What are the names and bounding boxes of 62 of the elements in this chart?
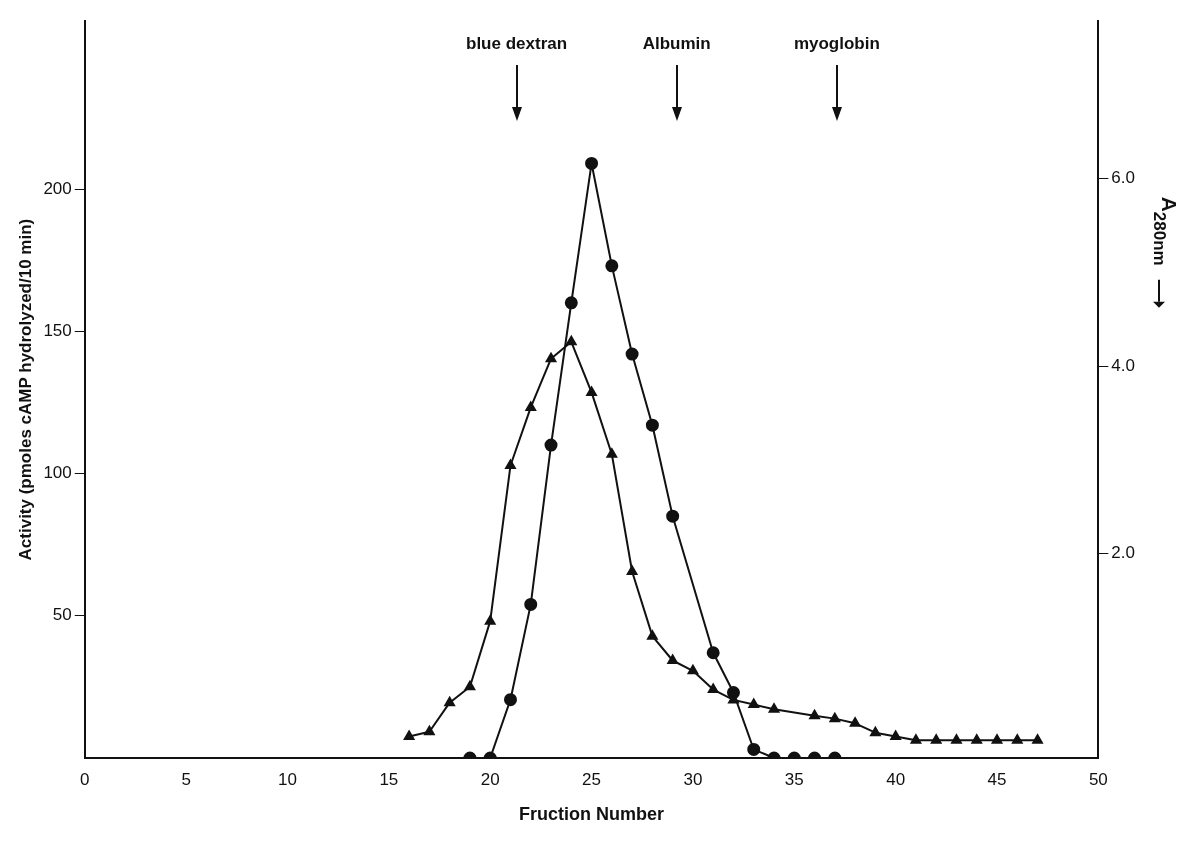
- x-tick-label: 40: [886, 769, 906, 789]
- point: [647, 630, 658, 640]
- point: [464, 680, 476, 691]
- point: [586, 386, 597, 396]
- point: [606, 448, 618, 458]
- x-tick-label: 15: [379, 769, 399, 789]
- ref-line-label: blue dextran: [466, 34, 568, 54]
- point: [707, 683, 719, 694]
- point: [505, 459, 516, 470]
- point: [870, 726, 881, 737]
- point: [667, 654, 678, 665]
- point: [666, 509, 680, 523]
- point: [524, 597, 538, 611]
- point: [585, 156, 599, 170]
- y-tick-label: 200: [43, 178, 72, 198]
- x-tick-label: 20: [480, 769, 500, 789]
- point: [645, 418, 659, 432]
- point: [748, 698, 760, 709]
- point: [951, 734, 962, 744]
- x-tick-label: 35: [784, 769, 804, 789]
- point: [910, 734, 922, 744]
- y-tick-label: 50: [52, 605, 72, 625]
- point: [484, 615, 496, 625]
- point: [544, 438, 558, 452]
- point: [626, 565, 638, 575]
- y2-tick-label: 2.0: [1111, 543, 1136, 563]
- point: [971, 734, 983, 744]
- ref-line-label: Albumin: [642, 34, 711, 54]
- x-axis-title: Fruction Number: [519, 804, 665, 825]
- point: [890, 730, 901, 740]
- point: [768, 703, 780, 713]
- point: [545, 352, 557, 363]
- y2-axis-title: A280nm: [1150, 196, 1181, 266]
- x-tick-label: 30: [683, 769, 703, 789]
- x-tick-label: 50: [1088, 769, 1108, 789]
- y2-tick-label: 6.0: [1111, 168, 1136, 188]
- point: [424, 725, 435, 736]
- x-tick-label: 5: [181, 769, 191, 789]
- x-tick-label: 25: [582, 769, 602, 789]
- point: [564, 296, 578, 310]
- point: [1032, 734, 1043, 744]
- point: [525, 401, 537, 411]
- y2-tick-label: 4.0: [1111, 355, 1136, 375]
- point: [687, 664, 699, 675]
- point: [625, 347, 639, 361]
- point: [930, 734, 942, 744]
- point: [444, 696, 455, 707]
- x-tick-label: 10: [278, 769, 297, 789]
- y-tick-label: 100: [43, 463, 72, 483]
- point: [565, 335, 577, 346]
- x-tick-label: 45: [987, 769, 1007, 789]
- point: [403, 730, 415, 740]
- point: [809, 709, 820, 720]
- ref-line-label: myoglobin: [793, 34, 880, 54]
- point: [605, 259, 619, 273]
- y-axis-title: Activity (pmoles cAMP hydrolyzed/10 min): [15, 218, 35, 561]
- y-tick-label: 150: [43, 320, 72, 340]
- point: [1011, 734, 1023, 744]
- x-tick-label: 0: [80, 769, 90, 789]
- point: [991, 734, 1003, 744]
- point: [829, 712, 841, 723]
- point: [849, 717, 861, 727]
